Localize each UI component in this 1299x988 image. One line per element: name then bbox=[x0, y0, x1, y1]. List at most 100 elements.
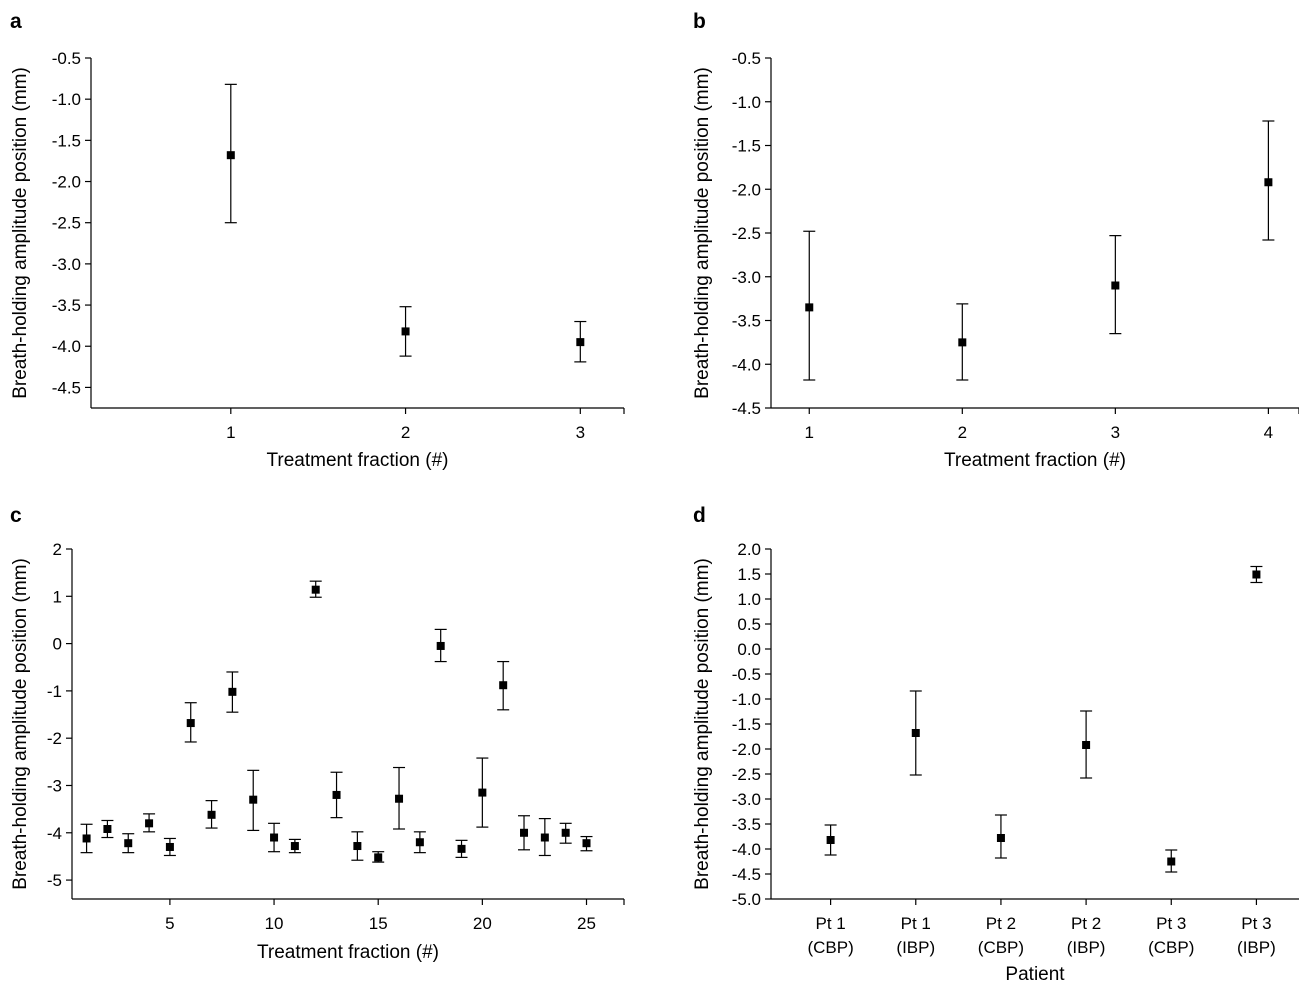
x-category-label: Pt 1 bbox=[815, 914, 845, 933]
y-tick-label: -2.0 bbox=[732, 180, 761, 199]
y-tick-label: -2.5 bbox=[732, 224, 761, 243]
data-point bbox=[415, 838, 424, 847]
y-tick-label: 0 bbox=[53, 635, 62, 654]
y-tick-label: -0.5 bbox=[52, 49, 81, 68]
x-tick-label: 2 bbox=[958, 423, 967, 442]
x-tick-label: 10 bbox=[265, 914, 284, 933]
chart-panel-b: -0.5 -1.0 -1.5 -2.0 -2.5 -3.0 -3.5 -4.0 -4.5 1 2 3 4… bbox=[692, 49, 1299, 471]
y-tick-label: 1.5 bbox=[737, 565, 761, 584]
data-point bbox=[1111, 281, 1120, 290]
x-axis-title: Treatment fraction (#) bbox=[944, 450, 1126, 471]
data-point bbox=[395, 794, 404, 803]
data-point bbox=[478, 788, 487, 797]
y-tick-label: -3.5 bbox=[732, 312, 761, 331]
y-tick-label: -3 bbox=[47, 776, 62, 795]
x-category-label: Pt 3 bbox=[1156, 914, 1186, 933]
y-axis-title: Breath-holding amplitude position (mm) bbox=[692, 558, 713, 890]
x-category-label: Pt 3 bbox=[1241, 914, 1271, 933]
data-point bbox=[145, 819, 154, 828]
x-tick-label: 3 bbox=[576, 423, 585, 442]
x-tick-label: 4 bbox=[1264, 423, 1273, 442]
data-point bbox=[374, 853, 383, 862]
y-axis-title: Breath-holding amplitude position (mm) bbox=[10, 67, 31, 399]
y-tick-label: -5.0 bbox=[732, 890, 761, 909]
x-category-label: Pt 2 bbox=[1071, 914, 1101, 933]
data-point bbox=[124, 839, 133, 848]
data-point bbox=[958, 338, 967, 347]
y-tick-label: -0.5 bbox=[732, 49, 761, 68]
data-point bbox=[270, 833, 279, 842]
data-point bbox=[311, 585, 320, 594]
x-category-sublabel: (IBP) bbox=[896, 938, 935, 957]
panel-label-b: b bbox=[693, 10, 706, 33]
y-tick-label: -3.5 bbox=[732, 815, 761, 834]
x-tick-label: 25 bbox=[577, 914, 596, 933]
y-tick-label: -2.5 bbox=[52, 214, 81, 233]
data-point bbox=[457, 844, 466, 853]
data-point bbox=[186, 719, 195, 728]
data-point bbox=[576, 338, 585, 347]
data-point bbox=[207, 810, 216, 819]
data-point bbox=[401, 327, 410, 336]
y-axis-title: Breath-holding amplitude position (mm) bbox=[692, 67, 713, 399]
x-category-sublabel: (CBP) bbox=[978, 938, 1024, 957]
data-point bbox=[1252, 570, 1261, 579]
x-tick-label: 5 bbox=[165, 914, 174, 933]
data-point bbox=[228, 687, 237, 696]
y-tick-label: -0.5 bbox=[732, 665, 761, 684]
data-point bbox=[582, 839, 591, 848]
data-point bbox=[82, 834, 91, 843]
data-point bbox=[436, 641, 445, 650]
x-category-label: Pt 1 bbox=[901, 914, 931, 933]
x-tick-label: 20 bbox=[473, 914, 492, 933]
y-tick-label: 0.0 bbox=[737, 640, 761, 659]
x-tick-label: 15 bbox=[369, 914, 388, 933]
data-point bbox=[165, 842, 174, 851]
data-point bbox=[911, 729, 920, 737]
chart-panel-a: -0.5 -1.0 -1.5 -2.0 -2.5 -3.0 -3.5 -4.0 -4.5 1 2 3 T… bbox=[10, 49, 625, 471]
y-tick-label: -4.5 bbox=[732, 865, 761, 884]
chart-panel-d: 2.0 1.5 1.0 0.5 0.0 -0.5 -1.0 -1.5 -2.0 -2.5 -3.0 -… bbox=[692, 540, 1299, 985]
y-tick-label: -2 bbox=[47, 729, 62, 748]
y-tick-label: -4 bbox=[47, 824, 62, 843]
y-tick-label: -4.5 bbox=[52, 378, 81, 397]
y-tick-label: -4.0 bbox=[732, 840, 761, 859]
y-tick-label: -4.0 bbox=[52, 337, 81, 356]
x-tick-label: 2 bbox=[401, 423, 410, 442]
data-point bbox=[103, 825, 112, 833]
data-point bbox=[1167, 857, 1176, 866]
data-point bbox=[332, 790, 341, 799]
y-tick-label: -1.0 bbox=[732, 690, 761, 709]
data-point bbox=[561, 828, 570, 837]
x-category-label: Pt 2 bbox=[986, 914, 1016, 933]
y-tick-label: -3.0 bbox=[732, 268, 761, 287]
data-point bbox=[805, 303, 814, 312]
y-axis-title: Breath-holding amplitude position (mm) bbox=[10, 558, 31, 890]
y-tick-label: 1 bbox=[53, 587, 62, 606]
y-tick-label: -1.5 bbox=[732, 715, 761, 734]
y-tick-label: -2.0 bbox=[732, 740, 761, 759]
y-tick-label: 2.0 bbox=[737, 540, 761, 559]
y-tick-label: -1.0 bbox=[52, 90, 81, 109]
data-point bbox=[1264, 178, 1273, 187]
x-axis-title: Treatment fraction (#) bbox=[267, 450, 449, 471]
data-point bbox=[996, 834, 1005, 842]
y-tick-label: -2.5 bbox=[732, 765, 761, 784]
x-category-sublabel: (IBP) bbox=[1237, 938, 1276, 957]
x-axis-title: Treatment fraction (#) bbox=[257, 942, 439, 963]
x-axis-title: Patient bbox=[1005, 964, 1065, 985]
y-tick-label: -2.0 bbox=[52, 173, 81, 192]
y-tick-label: 1.0 bbox=[737, 590, 761, 609]
data-point bbox=[249, 795, 258, 804]
y-tick-label: -1.5 bbox=[52, 131, 81, 150]
data-point bbox=[540, 833, 549, 842]
y-tick-label: -5 bbox=[47, 871, 62, 890]
y-tick-label: -3.0 bbox=[732, 790, 761, 809]
data-point bbox=[353, 842, 362, 851]
y-tick-label: -1 bbox=[47, 682, 62, 701]
data-point bbox=[226, 151, 235, 160]
panel-label-d: d bbox=[693, 504, 706, 527]
data-point bbox=[520, 828, 529, 837]
y-tick-label: -3.0 bbox=[52, 255, 81, 274]
